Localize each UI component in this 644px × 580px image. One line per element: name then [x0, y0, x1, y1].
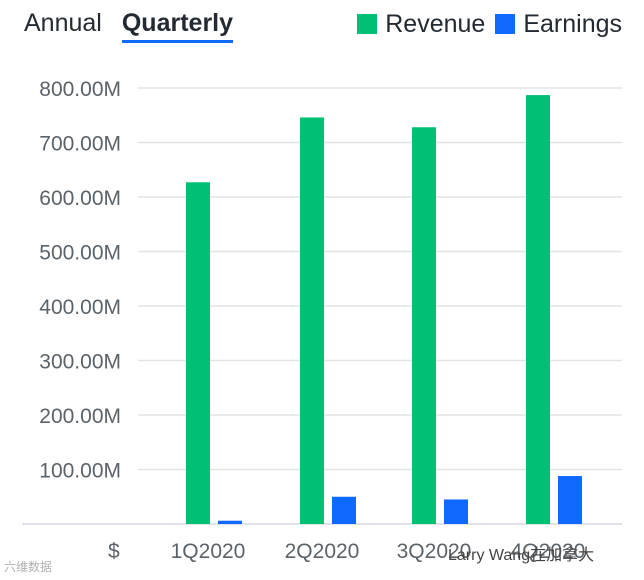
y-tick-label: 700.00M — [39, 133, 121, 156]
watermark-right: Larry Wang在加拿大 — [448, 547, 595, 564]
revenue-swatch — [357, 14, 378, 34]
earnings-bar-2Q2020[interactable] — [332, 496, 356, 524]
x-tick-label: 2Q2020 — [285, 540, 360, 563]
currency-label: $ — [108, 540, 120, 563]
y-axis-tick-labels: 100.00M 200.00M 300.00M 400.00M 500.00M 600.0… — [39, 78, 121, 483]
earnings-bar-3Q2020[interactable] — [444, 499, 468, 524]
y-tick-label: 300.00M — [39, 351, 121, 374]
y-tick-label: 100.00M — [39, 460, 121, 483]
watermark-left: 六维数据 — [4, 560, 53, 574]
x-tick-label: 4Q2020 — [511, 540, 586, 563]
revenue-bar-1Q2020[interactable] — [186, 182, 210, 524]
legend-label-earnings: Earnings — [523, 10, 622, 38]
x-tick-label: 3Q2020 — [397, 540, 472, 563]
legend-item-revenue[interactable]: Revenue — [357, 9, 485, 39]
tab-quarterly[interactable]: Quarterly — [121, 8, 234, 43]
revenue-bar-2Q2020[interactable] — [300, 117, 324, 525]
chart-legend: Revenue Earnings — [357, 9, 622, 39]
period-tabs: Annual Quarterly — [24, 8, 234, 43]
tab-annual[interactable]: Annual — [24, 9, 102, 37]
earnings-swatch — [495, 14, 516, 34]
y-tick-label: 600.00M — [39, 187, 121, 210]
y-tick-label: 200.00M — [39, 405, 121, 428]
bars — [186, 95, 582, 525]
legend-item-earnings[interactable]: Earnings — [495, 9, 622, 39]
y-tick-label: 800.00M — [39, 78, 121, 101]
revenue-bar-4Q2020[interactable] — [526, 95, 550, 525]
x-axis-tick-labels: 1Q2020 2Q2020 3Q2020 4Q2020 — [171, 540, 586, 563]
y-tick-label: 500.00M — [39, 242, 121, 265]
legend-label-revenue: Revenue — [385, 10, 486, 38]
earnings-bar-1Q2020[interactable] — [218, 520, 242, 524]
x-tick-label: 1Q2020 — [171, 540, 246, 563]
earnings-bar-4Q2020[interactable] — [558, 476, 582, 524]
y-tick-label: 400.00M — [39, 296, 121, 319]
revenue-bar-3Q2020[interactable] — [412, 127, 436, 525]
